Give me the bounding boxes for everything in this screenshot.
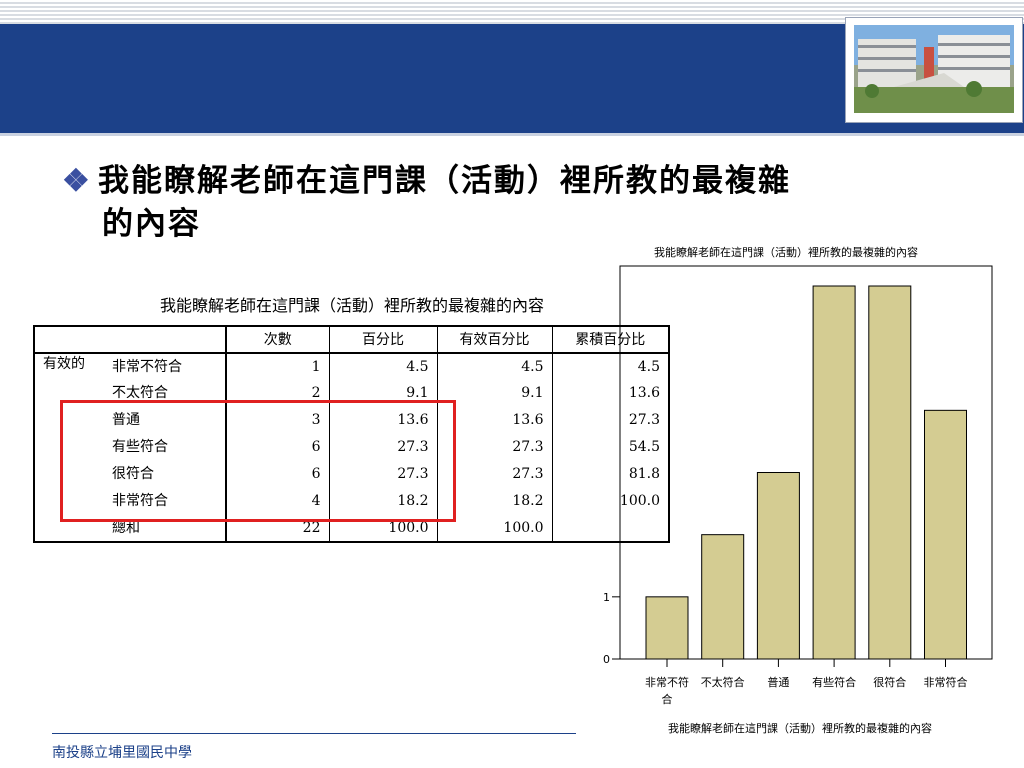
header-blank: [34, 326, 104, 354]
bar-0: [645, 596, 689, 660]
row-valid-percent: 13.6: [437, 407, 553, 434]
footer-school-name: 南投縣立埔里國民中學: [52, 745, 192, 761]
x-tick-label-1: 不太符合: [701, 675, 745, 689]
heading-line-1: 我能瞭解老師在這門課（活動）裡所教的最複雜: [98, 163, 791, 199]
bar-chart: 我能瞭解老師在這門課（活動）裡所教的最複雜的內容 01 非常不符合不太符合 普通有…: [603, 245, 993, 735]
y-axis: 01: [603, 591, 620, 666]
row-label: 非常符合: [104, 488, 227, 515]
table-header-row: 次數 百分比 有效百分比 累積百分比: [34, 326, 669, 354]
row-label: 很符合: [104, 461, 227, 488]
table-row: 很符合 6 27.3 27.3 81.8: [34, 461, 669, 488]
row-percent: 27.3: [329, 461, 438, 488]
frequency-table: 次數 百分比 有效百分比 累積百分比 有效的 非常不符合 1 4.5 4.5 4…: [33, 325, 670, 543]
bar-1: [701, 534, 745, 660]
row-percent: 27.3: [329, 434, 438, 461]
row-label: 有些符合: [104, 434, 227, 461]
school-building-photo: [854, 25, 1014, 113]
header-blank: [104, 326, 227, 354]
row-valid-percent: 18.2: [437, 488, 553, 515]
row-cumulative-percent: 54.5: [628, 439, 660, 455]
banner-divider: [0, 133, 1024, 136]
slide-heading: ❖ 我能瞭解老師在這門課（活動）裡所教的最複雜 的內容: [62, 160, 962, 246]
row-count: 6: [226, 434, 330, 461]
row-cumulative-percent: 13.6: [628, 385, 660, 401]
chart-title: 我能瞭解老師在這門課（活動）裡所教的最複雜的內容: [654, 245, 918, 259]
header-count: 次數: [226, 326, 330, 354]
table-title: 我能瞭解老師在這門課（活動）裡所教的最複雜的內容: [159, 296, 544, 315]
row-valid-percent: 27.3: [437, 461, 553, 488]
row-count: 1: [226, 353, 330, 380]
x-tick-label-2: 普通: [767, 675, 789, 689]
heading-line-2: 的內容: [102, 206, 201, 242]
table-row: 有效的 非常不符合 1 4.5 4.5 4.5: [34, 353, 669, 380]
row-cumulative-percent: 4.5: [637, 359, 660, 375]
header-percent: 百分比: [329, 326, 438, 354]
header-cumulative-percent: 累積百分比: [552, 326, 669, 354]
school-photo-frame: [845, 17, 1023, 123]
diamond-bullet-icon: ❖: [62, 163, 92, 199]
bar-5: [924, 409, 967, 660]
row-cumulative-percent: 100.0: [619, 493, 660, 509]
row-percent: 18.2: [329, 488, 438, 515]
table-row: 有些符合 6 27.3 27.3 54.5: [34, 434, 669, 461]
row-label: 普通: [104, 407, 227, 434]
row-valid-percent: 4.5: [437, 353, 553, 380]
highlight-box: [60, 400, 456, 522]
x-tick-label-3: 有些符合: [812, 675, 856, 689]
row-valid-percent: 27.3: [437, 434, 553, 461]
row-count: 4: [226, 488, 330, 515]
row-count: 3: [226, 407, 330, 434]
row-percent: 13.6: [329, 407, 438, 434]
header-valid-percent: 有效百分比: [437, 326, 553, 354]
footer-divider: [52, 733, 576, 734]
table-row: 非常符合 4 18.2 18.2 100.0: [34, 488, 669, 515]
x-tick-label-5: 非常符合: [924, 675, 968, 689]
x-axis-title: 我能瞭解老師在這門課（活動）裡所教的最複雜的內容: [668, 721, 932, 735]
bar-4: [868, 285, 912, 660]
row-cumulative-percent: 81.8: [628, 466, 660, 482]
row-percent: 4.5: [329, 353, 438, 380]
bars-layer: [645, 285, 967, 660]
x-tick-label-0: 非常不符合: [645, 676, 689, 706]
row-valid-percent: 9.1: [437, 380, 553, 407]
bar-3: [812, 285, 856, 660]
y-tick-label-0: 0: [603, 653, 610, 666]
table-row: 普通 3 13.6 13.6 27.3: [34, 407, 669, 434]
bar-2: [756, 472, 800, 660]
total-valid-percent: 100.0: [437, 515, 553, 542]
row-label: 非常不符合: [104, 353, 227, 380]
x-tick-label-4: 很符合: [873, 675, 906, 689]
y-tick-label-1: 1: [603, 591, 610, 604]
row-cumulative-percent: 27.3: [628, 412, 660, 428]
row-count: 6: [226, 461, 330, 488]
group-label: 有效的: [43, 356, 85, 372]
